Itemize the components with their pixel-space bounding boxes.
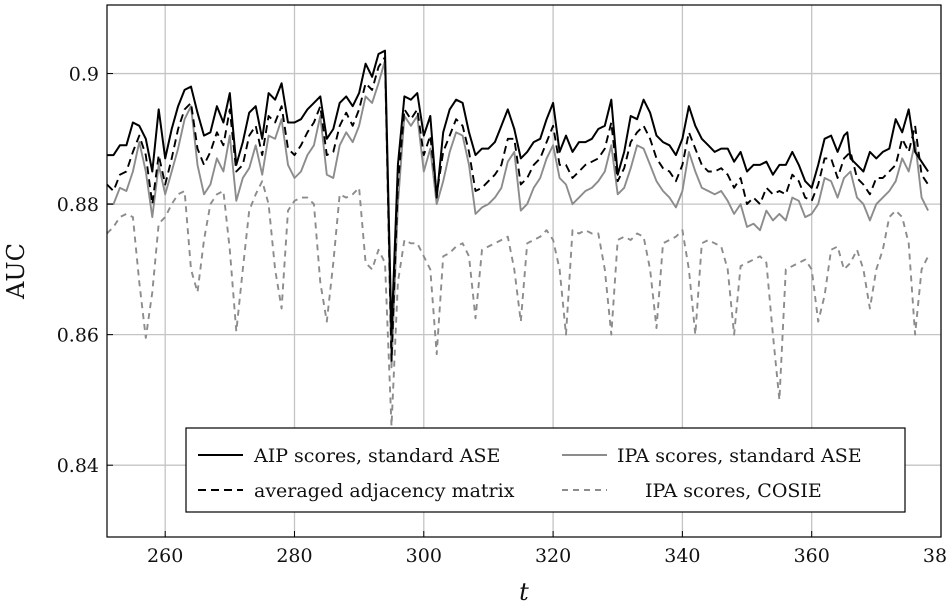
series-layer xyxy=(106,49,929,427)
legend-label-4: IPA scores, COSIE xyxy=(645,480,822,502)
x-tick-label: 300 xyxy=(406,545,442,567)
legend-label-2: averaged adjacency matrix xyxy=(254,480,515,502)
x-tick-label: 380 xyxy=(923,545,948,567)
y-axis-label: AUC xyxy=(2,243,30,300)
x-tick-label: 260 xyxy=(147,545,183,567)
grid xyxy=(107,5,942,537)
y-tick-label: 0.88 xyxy=(57,194,99,216)
y-tick-label: 0.86 xyxy=(57,325,99,347)
x-tick-label: 280 xyxy=(276,545,312,567)
series-line-3 xyxy=(107,59,929,369)
x-axis-label: t xyxy=(519,578,529,606)
x-tick-label: 320 xyxy=(535,545,571,567)
y-tick-label: 0.9 xyxy=(69,64,99,86)
series-line-2 xyxy=(106,56,929,362)
x-tick-label: 360 xyxy=(794,545,830,567)
y-tick-label: 0.84 xyxy=(57,455,99,477)
series-line-1 xyxy=(107,49,929,336)
series-line-4 xyxy=(106,180,929,427)
plot-frame xyxy=(106,4,942,538)
legend: AIP scores, standard ASE IPA scores, stan… xyxy=(185,427,906,513)
legend-box xyxy=(185,427,906,513)
tick-layer: 260 280 300 320 340 360 380 0.84 0.86 0.88 0.9 xyxy=(57,64,948,567)
x-tick-label: 340 xyxy=(664,545,700,567)
legend-label-1: AIP scores, standard ASE xyxy=(253,445,500,467)
legend-label-3: IPA scores, standard ASE xyxy=(617,445,862,467)
